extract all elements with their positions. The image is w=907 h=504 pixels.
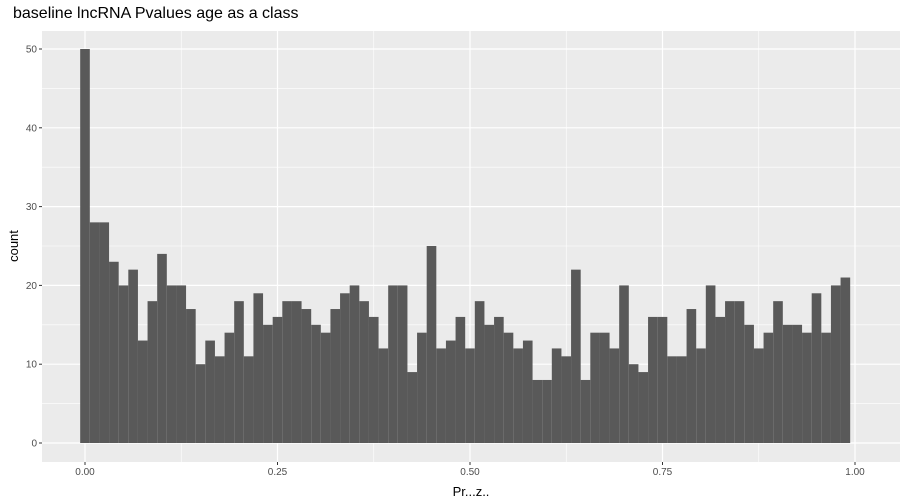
histogram-bar <box>648 316 658 443</box>
histogram-bar <box>147 301 158 443</box>
histogram-bar <box>330 309 341 443</box>
histogram-bar <box>609 348 620 443</box>
histogram-bar <box>253 293 264 443</box>
histogram-bar <box>734 301 745 443</box>
y-tick-label: 30 <box>26 202 38 213</box>
histogram-bar <box>792 324 803 443</box>
histogram-bar <box>378 348 389 443</box>
histogram-bar <box>744 324 754 443</box>
x-tick-label: 0.00 <box>75 467 95 478</box>
histogram-bar <box>455 316 466 443</box>
histogram-bar <box>513 348 523 443</box>
histogram-bar <box>619 285 629 443</box>
histogram-bar <box>532 379 543 443</box>
histogram-bar <box>340 293 350 443</box>
histogram-bar <box>542 379 552 443</box>
histogram-bar <box>359 301 369 443</box>
histogram-bar <box>715 316 726 443</box>
histogram-bar <box>445 340 456 443</box>
histogram-bar <box>821 332 831 443</box>
histogram-bar <box>763 332 774 443</box>
y-tick-label: 0 <box>31 439 37 450</box>
histogram-bar <box>436 348 446 443</box>
histogram-bar <box>561 356 572 443</box>
histogram-bar <box>725 301 735 443</box>
histogram-bar <box>522 340 533 443</box>
histogram-bar <box>388 285 398 443</box>
histogram-bar <box>397 285 408 443</box>
histogram-bar <box>272 316 283 443</box>
histogram-bar <box>580 379 591 443</box>
histogram-bar <box>186 309 196 443</box>
histogram-bar <box>282 301 292 443</box>
histogram-bar <box>109 261 119 443</box>
histogram-bar <box>571 269 581 443</box>
histogram-bar <box>99 222 110 443</box>
x-axis: 0.00 0.25 0.50 0.75 1.00 <box>75 462 865 478</box>
histogram-bar <box>407 372 418 443</box>
histogram-bar <box>840 277 851 443</box>
histogram-bar <box>417 332 427 443</box>
histogram-bars <box>80 49 851 443</box>
histogram-bar <box>773 301 783 443</box>
histogram-bar <box>214 356 225 443</box>
histogram-bar <box>157 253 167 443</box>
histogram-bar <box>224 332 235 443</box>
histogram-bar <box>638 372 649 443</box>
histogram-bar <box>484 324 495 443</box>
histogram-bar <box>195 364 206 443</box>
histogram-bar <box>830 285 841 443</box>
x-tick-label: 0.75 <box>653 467 673 478</box>
histogram-bar <box>474 301 485 443</box>
histogram-bar <box>426 246 437 443</box>
histogram-bar <box>118 285 129 443</box>
histogram-bar <box>676 356 687 443</box>
histogram-bar <box>166 285 177 443</box>
histogram-bar <box>705 285 716 443</box>
x-tick-label: 0.50 <box>460 467 480 478</box>
histogram-bar <box>503 332 514 443</box>
histogram-bar <box>657 316 668 443</box>
histogram-bar <box>628 364 639 443</box>
y-axis: 0 10 20 30 40 50 <box>26 45 42 450</box>
histogram-bar <box>291 301 302 443</box>
x-tick-label: 1.00 <box>845 467 865 478</box>
y-tick-label: 20 <box>26 281 38 292</box>
histogram-bar <box>137 340 148 443</box>
histogram-bar <box>89 222 100 443</box>
histogram-bar <box>782 324 793 443</box>
y-axis-title: count <box>6 230 21 262</box>
histogram-bar <box>753 348 764 443</box>
histogram-bar <box>243 356 254 443</box>
histogram-bar <box>301 309 312 443</box>
y-tick-label: 10 <box>26 360 38 371</box>
histogram-bar <box>667 356 677 443</box>
histogram-bar <box>465 348 475 443</box>
x-axis-title: Pr...z.. <box>453 484 490 499</box>
histogram-bar <box>802 332 812 443</box>
histogram-bar <box>320 332 331 443</box>
chart-title: baseline lncRNA Pvalues age as a class <box>13 5 299 22</box>
histogram-bar <box>811 293 822 443</box>
histogram-bar <box>234 301 244 443</box>
histogram-bar <box>80 49 90 443</box>
histogram-bar <box>176 285 187 443</box>
histogram-bar <box>599 332 610 443</box>
y-tick-label: 40 <box>26 123 38 134</box>
histogram-bar <box>494 316 504 443</box>
y-tick-label: 50 <box>26 45 38 56</box>
histogram-bar <box>205 340 215 443</box>
histogram-bar <box>686 309 697 443</box>
histogram-bar <box>128 269 138 443</box>
histogram-bar <box>263 324 273 443</box>
histogram-bar <box>368 316 379 443</box>
histogram-bar <box>349 285 360 443</box>
histogram-bar <box>311 324 321 443</box>
histogram-bar <box>696 348 706 443</box>
histogram-bar <box>551 348 562 443</box>
histogram-bar <box>590 332 600 443</box>
x-tick-label: 0.25 <box>268 467 288 478</box>
